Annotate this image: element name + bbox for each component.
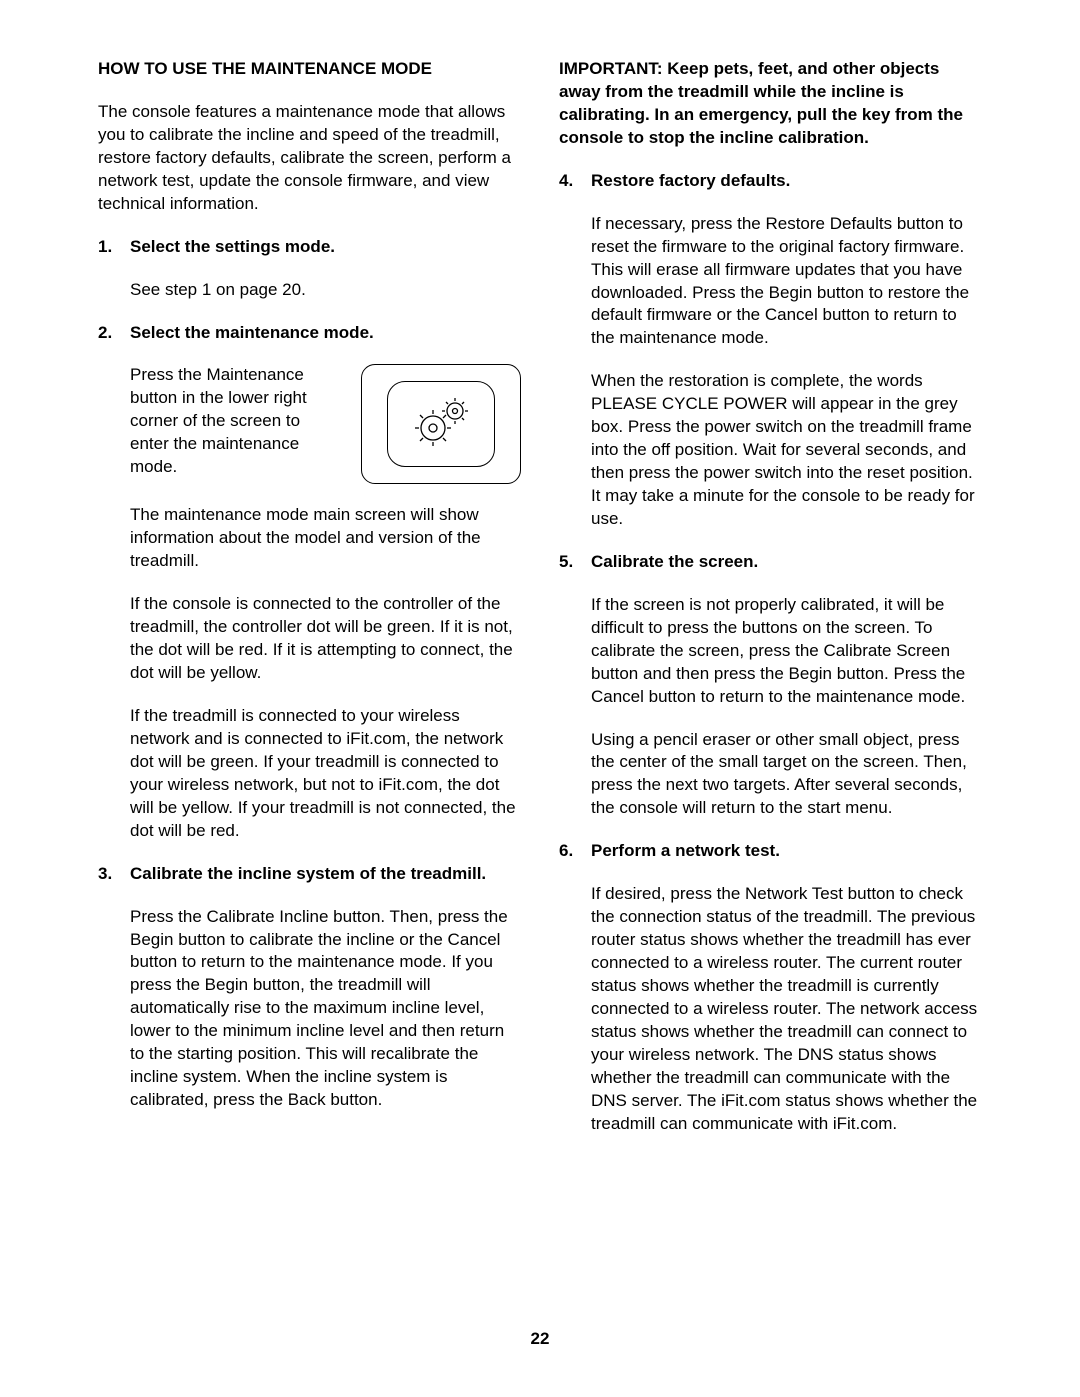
step-title: Calibrate the screen. [591, 551, 758, 574]
step-paragraph: If the console is connected to the contr… [130, 593, 521, 685]
step-1: 1. Select the settings mode. See step 1 … [98, 236, 521, 302]
steps-list-right: 4. Restore factory defaults. If necessar… [559, 170, 982, 1136]
step-paragraph: Using a pencil eraser or other small obj… [591, 729, 982, 821]
step-title: Select the settings mode. [130, 236, 335, 259]
step-paragraph: The maintenance mode main screen will sh… [130, 504, 521, 573]
step-5: 5. Calibrate the screen. If the screen i… [559, 551, 982, 820]
step-number: 4. [559, 170, 591, 193]
step-number: 3. [98, 863, 130, 886]
step-paragraph: If necessary, press the Restore Defaults… [591, 213, 982, 351]
maintenance-button-illustration [361, 364, 521, 484]
step-number: 5. [559, 551, 591, 574]
step-paragraph: Press the Maintenance button in the lowe… [130, 364, 343, 479]
step-number: 1. [98, 236, 130, 259]
step-6: 6. Perform a network test. If desired, p… [559, 840, 982, 1135]
step-title: Calibrate the incline system of the trea… [130, 863, 486, 886]
step-number: 6. [559, 840, 591, 863]
step-title: Restore factory defaults. [591, 170, 790, 193]
step-paragraph: When the restoration is complete, the wo… [591, 370, 982, 531]
step-paragraph: If the treadmill is connected to your wi… [130, 705, 521, 843]
steps-list-left: 1. Select the settings mode. See step 1 … [98, 236, 521, 1112]
gears-icon [387, 381, 495, 467]
step-paragraph: If desired, press the Network Test butto… [591, 883, 982, 1135]
step-paragraph: Press the Calibrate Incline button. Then… [130, 906, 521, 1112]
section-title: HOW TO USE THE MAINTENANCE MODE [98, 58, 521, 81]
step-4: 4. Restore factory defaults. If necessar… [559, 170, 982, 531]
step-title: Perform a network test. [591, 840, 780, 863]
important-warning: IMPORTANT: Keep pets, feet, and other ob… [559, 58, 982, 150]
step-title: Select the maintenance mode. [130, 322, 374, 345]
two-column-layout: HOW TO USE THE MAINTENANCE MODE The cons… [98, 58, 982, 1156]
left-column: HOW TO USE THE MAINTENANCE MODE The cons… [98, 58, 521, 1156]
step-paragraph: See step 1 on page 20. [130, 279, 521, 302]
step-number: 2. [98, 322, 130, 345]
manual-page: HOW TO USE THE MAINTENANCE MODE The cons… [0, 0, 1080, 1196]
step-paragraph: If the screen is not properly calibrated… [591, 594, 982, 709]
page-number: 22 [0, 1329, 1080, 1349]
step-2: 2. Select the maintenance mode. Press th… [98, 322, 521, 843]
intro-paragraph: The console features a maintenance mode … [98, 101, 521, 216]
step-3: 3. Calibrate the incline system of the t… [98, 863, 521, 1112]
right-column: IMPORTANT: Keep pets, feet, and other ob… [559, 58, 982, 1156]
